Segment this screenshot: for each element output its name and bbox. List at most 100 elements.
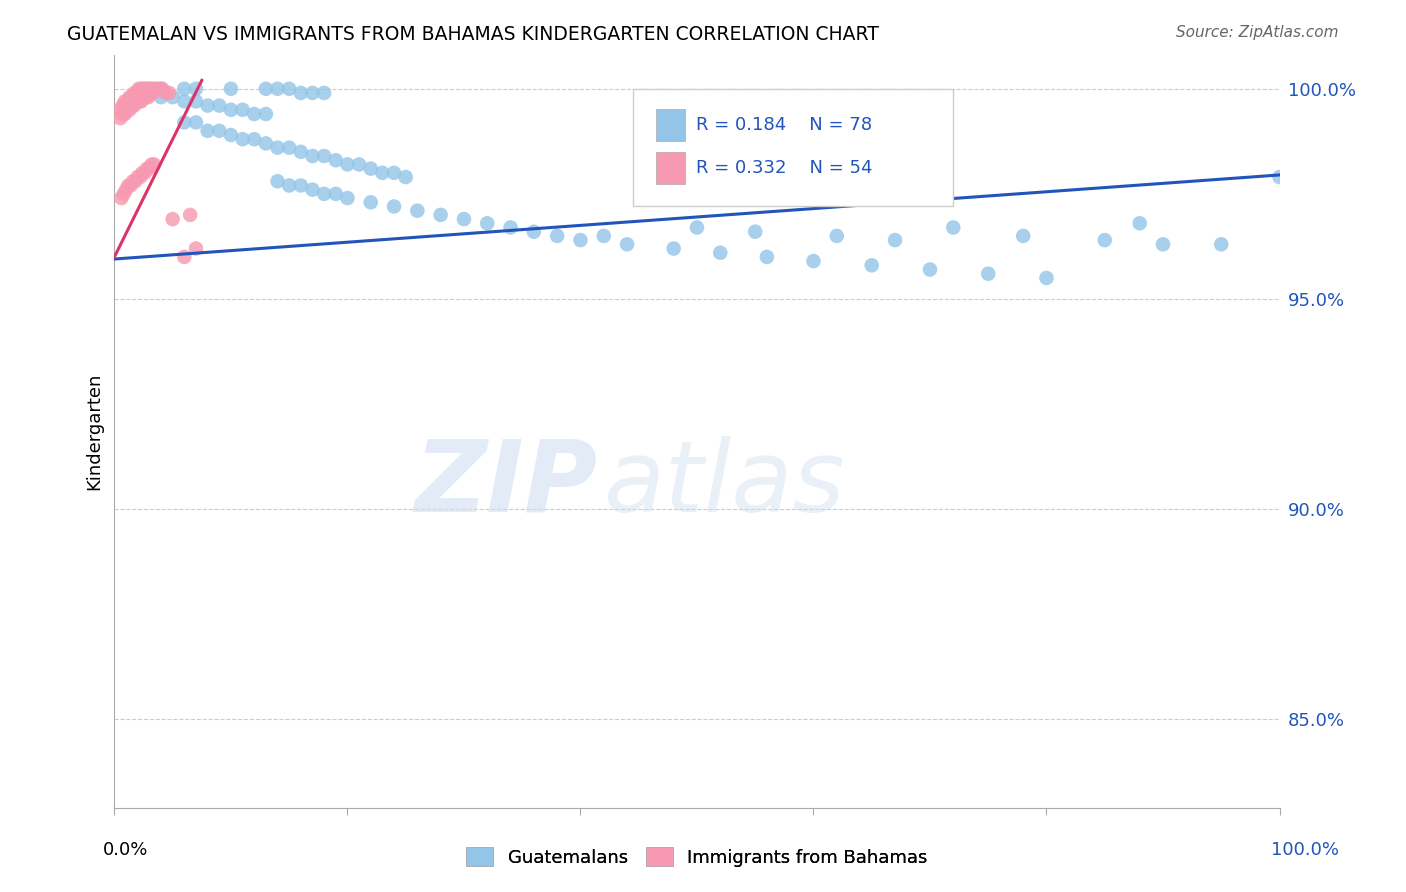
Text: 0.0%: 0.0%	[103, 840, 148, 858]
Point	[429, 208, 451, 222]
Point	[592, 228, 614, 243]
Point	[918, 262, 941, 277]
Point	[1211, 237, 1233, 252]
Point	[301, 149, 323, 163]
Point	[112, 186, 135, 201]
Point	[232, 103, 254, 117]
Point	[129, 95, 152, 109]
Text: R = 0.332    N = 54: R = 0.332 N = 54	[696, 159, 872, 177]
Point	[803, 254, 825, 268]
Point	[125, 86, 148, 100]
Point	[184, 95, 207, 109]
Point	[219, 82, 242, 96]
Point	[314, 86, 336, 100]
Text: GUATEMALAN VS IMMIGRANTS FROM BAHAMAS KINDERGARTEN CORRELATION CHART: GUATEMALAN VS IMMIGRANTS FROM BAHAMAS KI…	[67, 25, 879, 44]
Point	[115, 95, 138, 109]
Point	[266, 174, 288, 188]
Point	[686, 220, 709, 235]
Point	[290, 178, 312, 193]
Point	[157, 86, 180, 100]
Point	[1094, 233, 1116, 247]
Point	[155, 86, 177, 100]
Point	[162, 212, 184, 227]
Point	[278, 178, 301, 193]
Point	[122, 98, 145, 112]
Point	[884, 233, 907, 247]
Point	[208, 98, 231, 112]
Point	[1152, 237, 1174, 252]
Point	[382, 199, 405, 213]
Point	[477, 216, 499, 230]
Point	[143, 82, 166, 96]
Point	[125, 95, 148, 109]
FancyBboxPatch shape	[657, 110, 685, 141]
Point	[179, 208, 201, 222]
Point	[395, 169, 418, 184]
Point	[266, 140, 288, 154]
Point	[138, 161, 160, 176]
Point	[1268, 169, 1291, 184]
Point	[173, 115, 195, 129]
Point	[709, 245, 731, 260]
Point	[942, 220, 965, 235]
Point	[977, 267, 1000, 281]
Point	[148, 82, 170, 96]
Point	[131, 166, 153, 180]
Point	[371, 166, 394, 180]
Point	[325, 186, 347, 201]
Point	[290, 86, 312, 100]
Point	[314, 149, 336, 163]
Point	[301, 183, 323, 197]
Point	[569, 233, 592, 247]
Point	[142, 86, 165, 100]
FancyBboxPatch shape	[657, 153, 685, 184]
FancyBboxPatch shape	[633, 89, 953, 206]
Point	[162, 90, 184, 104]
Point	[150, 82, 173, 96]
Point	[336, 191, 359, 205]
Point	[232, 132, 254, 146]
Point	[860, 258, 883, 272]
Point	[825, 228, 848, 243]
Point	[121, 90, 143, 104]
Point	[184, 115, 207, 129]
Point	[243, 107, 266, 121]
Point	[219, 128, 242, 142]
Point	[118, 90, 141, 104]
Point	[314, 186, 336, 201]
Point	[132, 90, 155, 104]
Point	[115, 103, 138, 117]
Point	[139, 86, 162, 100]
Point	[115, 183, 138, 197]
Point	[128, 95, 150, 109]
Point	[360, 161, 382, 176]
Point	[453, 212, 475, 227]
Point	[616, 237, 638, 252]
Point	[173, 250, 195, 264]
Point	[127, 169, 149, 184]
Point	[755, 250, 778, 264]
Point	[124, 174, 146, 188]
Point	[208, 124, 231, 138]
Point	[121, 98, 143, 112]
Point	[266, 82, 288, 96]
Legend: Guatemalans, Immigrants from Bahamas: Guatemalans, Immigrants from Bahamas	[458, 840, 935, 874]
Point	[135, 90, 157, 104]
Point	[1035, 271, 1057, 285]
Point	[336, 157, 359, 171]
Point	[325, 153, 347, 168]
Point	[278, 82, 301, 96]
Point	[219, 103, 242, 117]
Point	[117, 178, 139, 193]
Text: ZIP: ZIP	[415, 435, 598, 533]
Point	[173, 82, 195, 96]
Point	[141, 157, 163, 171]
Point	[254, 82, 277, 96]
Point	[184, 82, 207, 96]
Point	[142, 82, 165, 96]
Text: R = 0.184    N = 78: R = 0.184 N = 78	[696, 116, 872, 134]
Point	[111, 98, 134, 112]
Point	[110, 103, 132, 117]
Point	[347, 157, 370, 171]
Point	[150, 90, 173, 104]
